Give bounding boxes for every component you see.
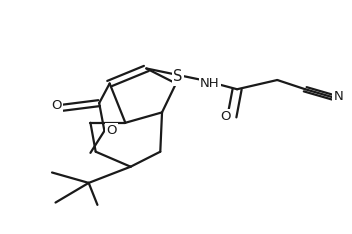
Text: O: O — [220, 110, 231, 124]
Text: N: N — [333, 90, 343, 103]
Text: NH: NH — [200, 77, 220, 90]
Text: O: O — [51, 99, 62, 112]
Text: S: S — [173, 69, 182, 84]
Text: O: O — [106, 124, 117, 137]
